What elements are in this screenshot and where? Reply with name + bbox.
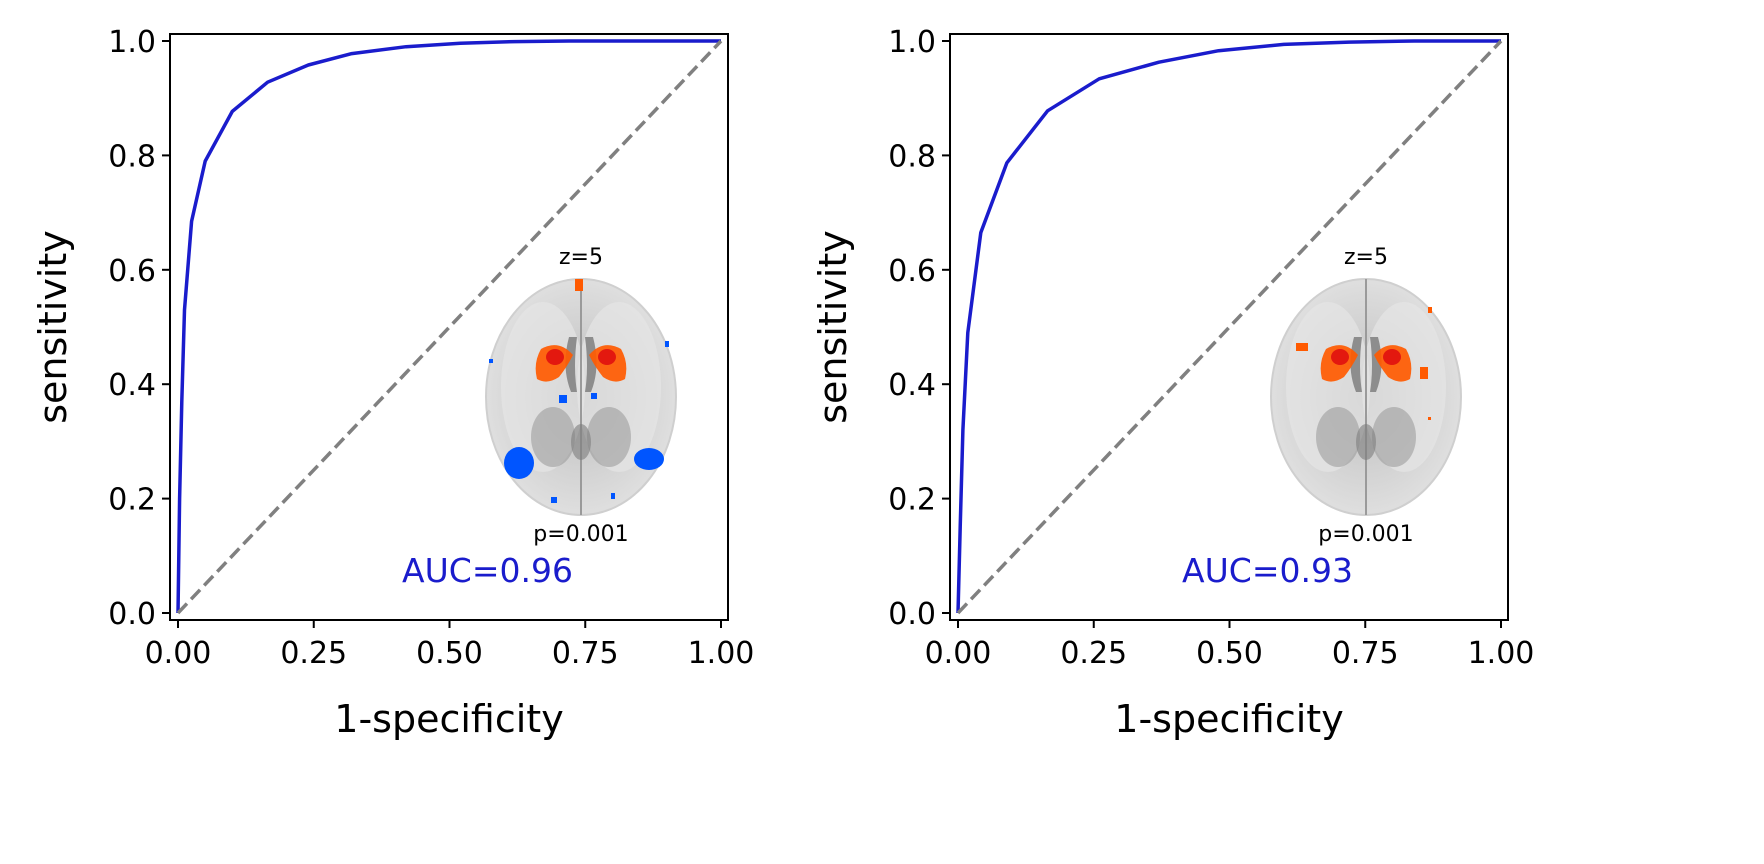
y-tick-label: 0.6 <box>888 254 936 289</box>
y-axis-label: sensitivity <box>31 230 75 424</box>
y-tick-label: 1.0 <box>888 25 936 60</box>
inset-top-label: z=5 <box>1344 245 1388 270</box>
inset-bottom-label: p=0.001 <box>533 522 628 547</box>
x-tick-label: 0.25 <box>1060 636 1127 671</box>
inset-top-label: z=5 <box>559 245 603 270</box>
x-tick-label: 0.00 <box>145 636 212 671</box>
auc-label: AUC=0.93 <box>1182 551 1353 590</box>
y-tick-label: 1.0 <box>108 25 156 60</box>
deactivation-small-4 <box>611 493 615 499</box>
y-tick-label: 0.4 <box>888 368 936 403</box>
x-tick-label: 0.75 <box>552 636 619 671</box>
x-tick-label: 0.50 <box>416 636 483 671</box>
posterior-left <box>1316 407 1360 467</box>
activation-insula-left <box>1296 343 1308 351</box>
y-tick-label: 0.6 <box>108 254 156 289</box>
brainstem <box>571 424 591 460</box>
roc-panel-left: 0.00 0.25 0.50 0.75 1.00 0.0 0.2 0.4 0.6 0.8 1.0 1-… <box>31 25 755 741</box>
deactivation-small-5 <box>489 359 493 363</box>
activation-core-left <box>546 349 564 365</box>
activation-core-right <box>598 349 616 365</box>
x-axis-label: 1-specificity <box>334 697 563 741</box>
deactivation-occipital-right <box>634 448 664 470</box>
activation-core-left <box>1331 349 1349 365</box>
x-axis-label: 1-specificity <box>1114 697 1343 741</box>
roc-panel-right: 0.00 0.25 0.50 0.75 1.00 0.0 0.2 0.4 0.6 0.8 1.0 1-… <box>811 25 1535 741</box>
posterior-right <box>1372 407 1416 467</box>
y-tick-label: 0.2 <box>888 483 936 518</box>
activation-small-2 <box>1428 417 1431 420</box>
y-axis-label: sensitivity <box>811 230 855 424</box>
y-tick-label: 0.2 <box>108 483 156 518</box>
brainstem <box>1356 424 1376 460</box>
x-tick-label: 0.75 <box>1332 636 1399 671</box>
brain-inset <box>485 278 677 516</box>
deactivation-small-1 <box>559 395 567 403</box>
activation-core-right <box>1383 349 1401 365</box>
x-tick-label: 0.50 <box>1196 636 1263 671</box>
deactivation-small-2 <box>591 393 597 399</box>
activation-frontal <box>575 279 583 291</box>
y-tick-label: 0.0 <box>888 597 936 632</box>
y-tick-label: 0.8 <box>888 139 936 174</box>
deactivation-occipital-left <box>504 447 534 479</box>
x-tick-label: 1.00 <box>1468 636 1535 671</box>
y-tick-label: 0.4 <box>108 368 156 403</box>
roc-curve <box>176 39 721 614</box>
chance-line <box>176 39 723 615</box>
activation-insula-right <box>1420 367 1428 379</box>
roc-curve <box>956 39 1501 614</box>
inset-bottom-label: p=0.001 <box>1318 522 1413 547</box>
chance-line <box>956 39 1503 615</box>
posterior-right <box>587 407 631 467</box>
deactivation-small-3 <box>551 497 557 503</box>
x-tick-label: 1.00 <box>688 636 755 671</box>
brain-inset <box>1270 278 1462 516</box>
activation-small-1 <box>1428 307 1432 313</box>
y-tick-label: 0.0 <box>108 597 156 632</box>
x-tick-label: 0.00 <box>925 636 992 671</box>
x-tick-label: 0.25 <box>280 636 347 671</box>
posterior-left <box>531 407 575 467</box>
deactivation-small-6 <box>665 341 669 347</box>
auc-label: AUC=0.96 <box>402 551 573 590</box>
y-tick-label: 0.8 <box>108 139 156 174</box>
